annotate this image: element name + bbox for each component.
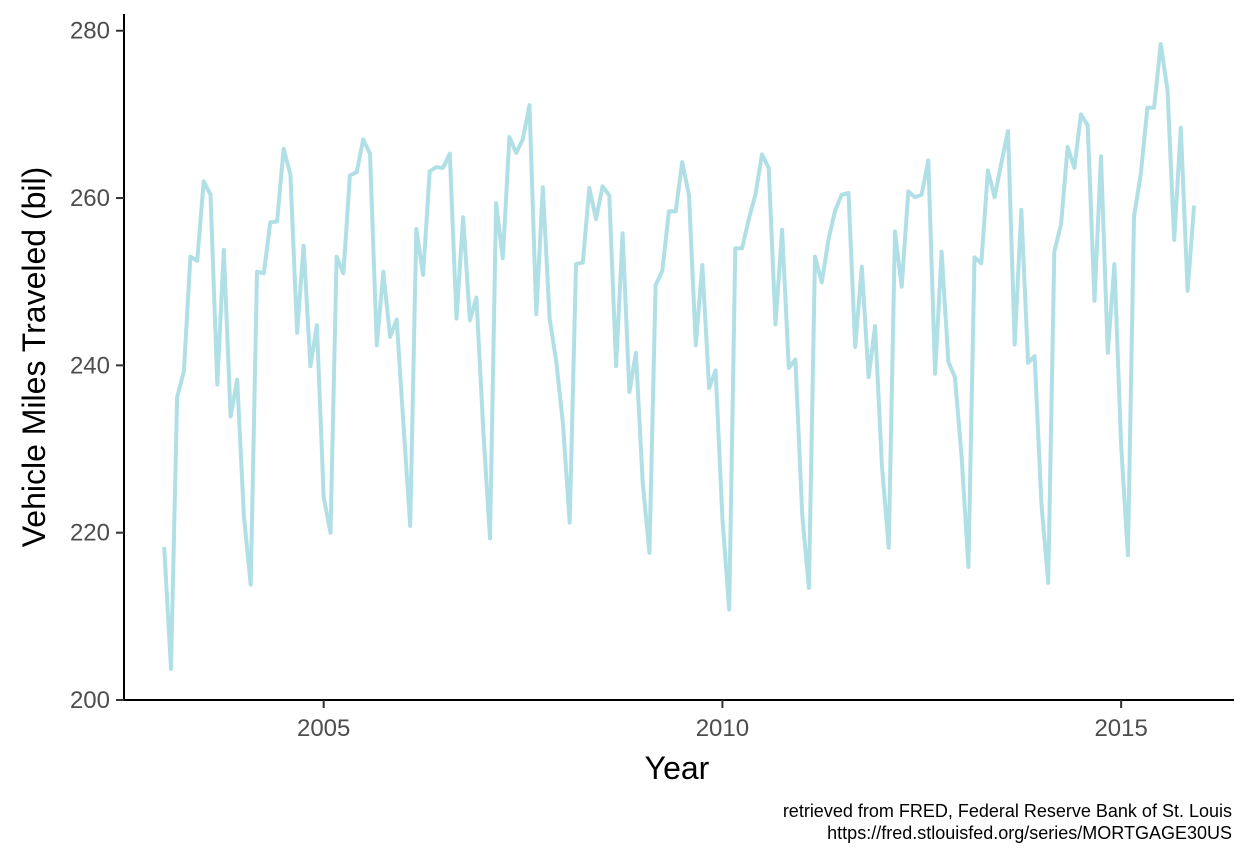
y-axis-title: Vehicle Miles Traveled (bil) <box>16 167 52 548</box>
y-tick-label: 200 <box>70 687 110 714</box>
x-axis-ticks: 2005 2010 2015 <box>297 700 1148 742</box>
series-line <box>162 42 1197 671</box>
y-axis-ticks: 200 220 240 260 280 <box>70 18 124 714</box>
caption-source: retrieved from FRED, Federal Reserve Ban… <box>782 801 1232 821</box>
y-tick-label: 220 <box>70 520 110 547</box>
x-tick-label: 2010 <box>696 715 749 742</box>
x-tick-label: 2015 <box>1094 715 1147 742</box>
y-tick-label: 280 <box>70 18 110 45</box>
y-tick-label: 260 <box>70 185 110 212</box>
x-tick-label: 2005 <box>297 715 350 742</box>
y-tick-label: 240 <box>70 352 110 379</box>
caption-url: https://fred.stlouisfed.org/series/MORTG… <box>827 823 1232 843</box>
plot-area <box>162 42 1197 671</box>
x-axis-title: Year <box>645 750 710 786</box>
caption: retrieved from FRED, Federal Reserve Ban… <box>783 800 1232 844</box>
